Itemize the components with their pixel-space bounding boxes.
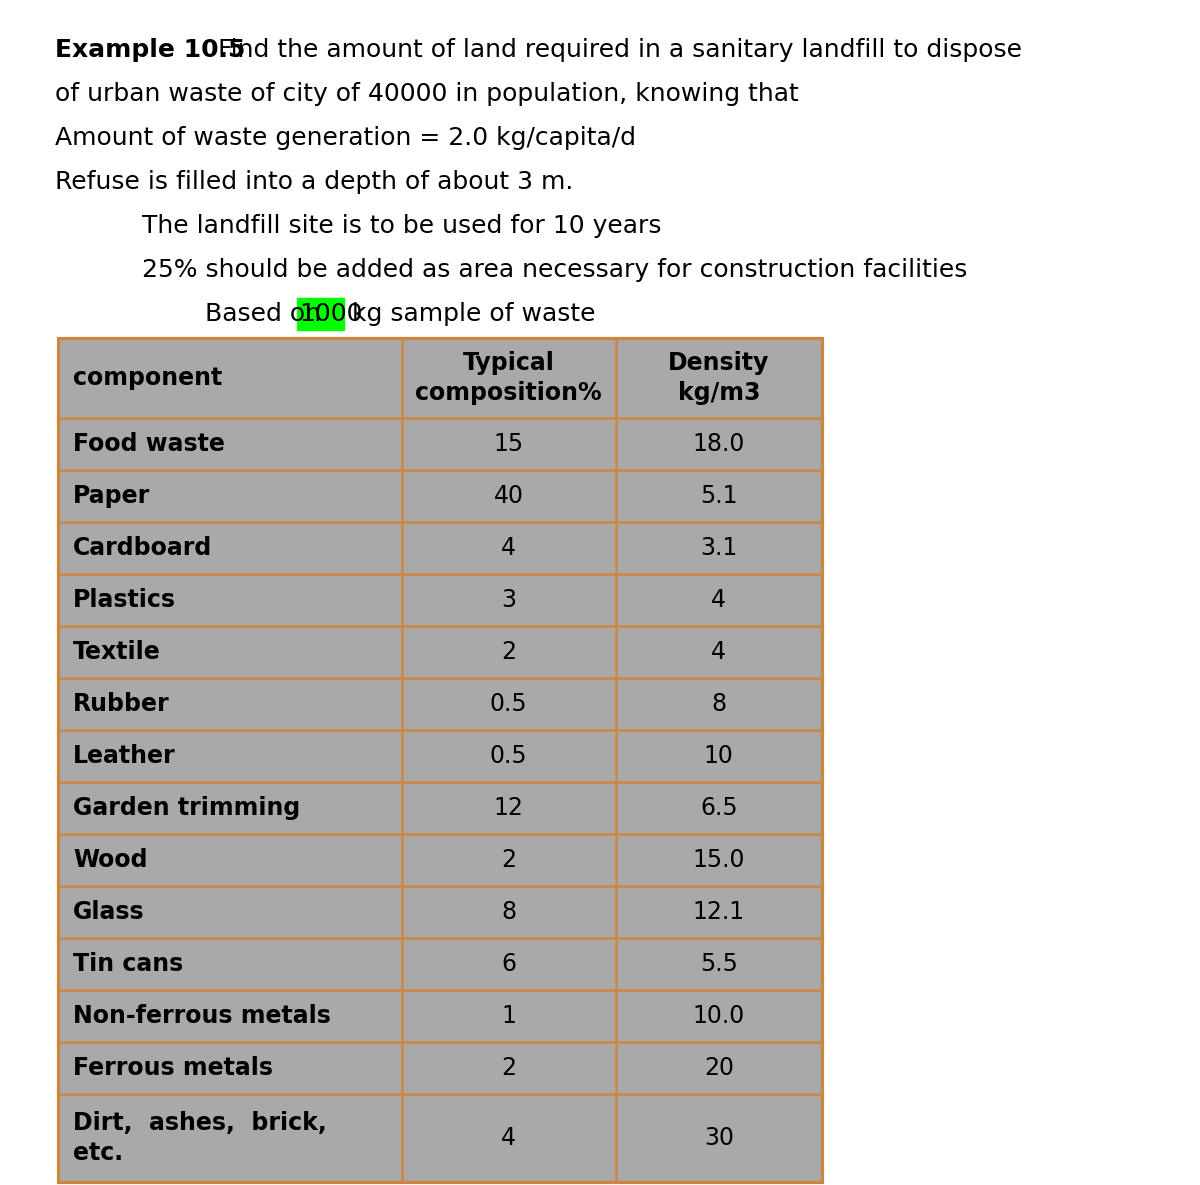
- Bar: [58, 338, 822, 1181]
- Text: 3: 3: [502, 588, 516, 611]
- Text: Density
kg/m3: Density kg/m3: [668, 351, 769, 405]
- Text: 5.5: 5.5: [700, 952, 738, 976]
- Text: 4: 4: [712, 588, 726, 611]
- Text: Based on: Based on: [205, 302, 329, 326]
- Text: Food waste: Food waste: [73, 433, 224, 456]
- Text: Refuse is filled into a depth of about 3 m.: Refuse is filled into a depth of about 3…: [55, 169, 574, 194]
- Text: 12: 12: [494, 796, 523, 820]
- Text: Dirt,  ashes,  brick,
etc.: Dirt, ashes, brick, etc.: [73, 1112, 326, 1165]
- Text: 4: 4: [502, 536, 516, 561]
- Text: component: component: [73, 366, 222, 390]
- Text: Find the amount of land required in a sanitary landfill to dispose: Find the amount of land required in a sa…: [210, 38, 1022, 62]
- Text: Plastics: Plastics: [73, 588, 176, 611]
- Text: 20: 20: [704, 1056, 734, 1080]
- Text: 25% should be added as area necessary for construction facilities: 25% should be added as area necessary fo…: [110, 258, 967, 282]
- Bar: [58, 338, 822, 1181]
- Text: 8: 8: [712, 692, 726, 716]
- Text: Garden trimming: Garden trimming: [73, 796, 300, 820]
- Text: Wood: Wood: [73, 848, 148, 872]
- Text: Ferrous metals: Ferrous metals: [73, 1056, 274, 1080]
- Text: 10: 10: [704, 744, 733, 768]
- Text: Textile: Textile: [73, 640, 161, 664]
- Text: 4: 4: [712, 640, 726, 664]
- Text: 15: 15: [493, 433, 524, 456]
- Text: Cardboard: Cardboard: [73, 536, 212, 561]
- Text: 1: 1: [502, 1004, 516, 1029]
- Text: 18.0: 18.0: [692, 433, 745, 456]
- Text: 2: 2: [502, 848, 516, 872]
- Text: 5.1: 5.1: [700, 483, 738, 508]
- Text: 40: 40: [493, 483, 523, 508]
- Text: 30: 30: [704, 1126, 734, 1149]
- Text: 3.1: 3.1: [701, 536, 738, 561]
- Text: Typical
composition%: Typical composition%: [415, 351, 602, 405]
- Text: 2: 2: [502, 1056, 516, 1080]
- Text: 2: 2: [502, 640, 516, 664]
- Text: Example 10.5: Example 10.5: [55, 38, 245, 62]
- Text: 8: 8: [502, 899, 516, 924]
- Bar: [298, 297, 344, 329]
- Text: Leather: Leather: [73, 744, 175, 768]
- Text: Glass: Glass: [73, 899, 145, 924]
- Text: 15.0: 15.0: [692, 848, 745, 872]
- Text: Non-ferrous metals: Non-ferrous metals: [73, 1004, 331, 1029]
- Text: 6.5: 6.5: [700, 796, 738, 820]
- Text: The landfill site is to be used for 10 years: The landfill site is to be used for 10 y…: [110, 214, 661, 238]
- Text: Rubber: Rubber: [73, 692, 169, 716]
- Text: Amount of waste generation = 2.0 kg/capita/d: Amount of waste generation = 2.0 kg/capi…: [55, 126, 636, 150]
- Text: Paper: Paper: [73, 483, 150, 508]
- Text: 4: 4: [502, 1126, 516, 1149]
- Text: kg sample of waste: kg sample of waste: [344, 302, 596, 326]
- Text: Tin cans: Tin cans: [73, 952, 184, 976]
- Text: 0.5: 0.5: [490, 692, 528, 716]
- Text: 12.1: 12.1: [692, 899, 745, 924]
- Text: 10.0: 10.0: [692, 1004, 745, 1029]
- Text: 6: 6: [502, 952, 516, 976]
- Text: of urban waste of city of 40000 in population, knowing that: of urban waste of city of 40000 in popul…: [55, 82, 799, 105]
- Text: 1000: 1000: [300, 302, 362, 326]
- Text: 0.5: 0.5: [490, 744, 528, 768]
